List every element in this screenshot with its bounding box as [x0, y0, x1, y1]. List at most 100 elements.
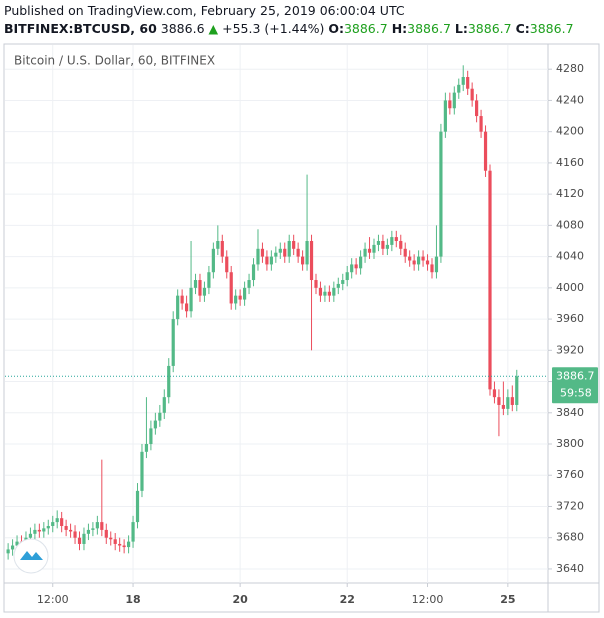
y-tick-label: 4120 — [556, 187, 584, 200]
y-tick-label: 4280 — [556, 62, 584, 75]
candle-body — [403, 248, 407, 257]
candle-body — [336, 283, 340, 288]
candle-body — [176, 295, 180, 320]
x-tick-label: 18 — [125, 593, 140, 606]
candle-body — [86, 529, 91, 534]
ohlc-value: 3886.7 — [343, 21, 388, 36]
y-tick-label: 4040 — [556, 250, 584, 263]
grid — [5, 45, 552, 587]
countdown: 59:58 — [560, 386, 592, 399]
candle-body — [296, 248, 300, 257]
candle-body — [104, 529, 108, 538]
last-price-label: 3886.7 — [556, 369, 595, 382]
header: Published on TradingView.com, February 2… — [4, 2, 574, 38]
y-tick-label: 4000 — [556, 281, 584, 294]
x-tick-label: 12:00 — [412, 593, 444, 606]
candle-body — [332, 287, 336, 296]
candle-body — [269, 256, 273, 265]
candle-body — [238, 295, 242, 300]
ohlc-value: 3886.7 — [467, 21, 512, 36]
logo-shape — [20, 551, 43, 560]
candle-body — [492, 389, 497, 398]
candle-body — [73, 531, 77, 538]
candle-body — [202, 287, 207, 296]
candle-body — [109, 537, 113, 540]
candle-body — [354, 264, 358, 269]
candle-body — [64, 525, 68, 530]
candle-body — [434, 256, 439, 273]
candle-body — [126, 541, 131, 548]
candle-body — [260, 248, 265, 257]
candle-body — [381, 240, 385, 249]
y-tick-label: 3840 — [556, 406, 584, 419]
candle-body — [515, 376, 519, 405]
y-tick-label: 4160 — [556, 156, 584, 169]
ohlc-label: C: — [515, 21, 530, 36]
candle-body — [167, 365, 171, 398]
candle-body — [345, 272, 349, 281]
candle-body — [68, 529, 73, 532]
candle-body — [6, 549, 10, 554]
candle-body — [372, 244, 376, 253]
candle-body — [229, 272, 233, 304]
y-tick-label: 4080 — [556, 218, 584, 231]
candle-body — [475, 100, 479, 117]
candle-body — [278, 248, 282, 253]
candle-body — [144, 444, 149, 452]
y-tick-label: 4240 — [556, 93, 584, 106]
candle-body — [180, 295, 184, 304]
candle-body — [247, 280, 251, 288]
candle-body — [390, 237, 394, 245]
candle-body — [443, 100, 447, 132]
y-tick-label: 3640 — [556, 562, 584, 575]
x-tick-label: 20 — [232, 593, 248, 606]
candle-body — [131, 522, 135, 542]
candle-body — [323, 291, 327, 296]
candle-body — [327, 291, 331, 296]
candle-body — [140, 451, 144, 491]
candle-body — [359, 256, 363, 269]
candle-body — [488, 170, 492, 390]
candle-body — [82, 533, 86, 544]
x-tick-label: 25 — [500, 593, 515, 606]
candle-body — [51, 522, 55, 526]
y-tick-label: 3720 — [556, 499, 584, 512]
candle-body — [309, 240, 314, 281]
candle-body — [10, 545, 15, 550]
candle-body — [466, 77, 470, 89]
candle-body — [198, 280, 202, 296]
candle-body — [256, 248, 260, 265]
y-tick-label: 3960 — [556, 312, 584, 325]
candle-body — [42, 528, 46, 532]
candle-body — [430, 264, 434, 273]
candle-body — [412, 260, 416, 265]
candle-body — [341, 280, 345, 284]
symbol: BITFINEX:BTCUSD, 60 — [4, 21, 157, 36]
candle-body — [417, 256, 421, 265]
candle-body — [207, 272, 211, 288]
candle-body — [33, 529, 37, 534]
candle-body — [149, 428, 153, 445]
change: +55.3 (+1.44%) — [222, 21, 325, 36]
candle-body — [193, 280, 198, 288]
x-tick-label: 12:00 — [37, 593, 69, 606]
y-tick-label: 3920 — [556, 343, 584, 356]
candle-body — [251, 264, 256, 281]
candle-body — [158, 412, 162, 421]
last-price-badge — [552, 367, 598, 404]
candle-body — [265, 256, 269, 265]
candle-body — [60, 518, 64, 526]
candle-body — [242, 287, 247, 300]
candle-body — [425, 260, 430, 265]
candle-body — [318, 287, 323, 296]
candle-body — [162, 397, 166, 413]
y-tick-label: 3680 — [556, 531, 584, 544]
candle-body — [501, 404, 505, 409]
candle-body — [314, 280, 318, 288]
y-tick-label: 4200 — [556, 125, 584, 138]
candle-body — [452, 92, 456, 109]
candles — [6, 65, 519, 560]
candle-body — [439, 131, 443, 257]
candle-body — [46, 525, 50, 529]
